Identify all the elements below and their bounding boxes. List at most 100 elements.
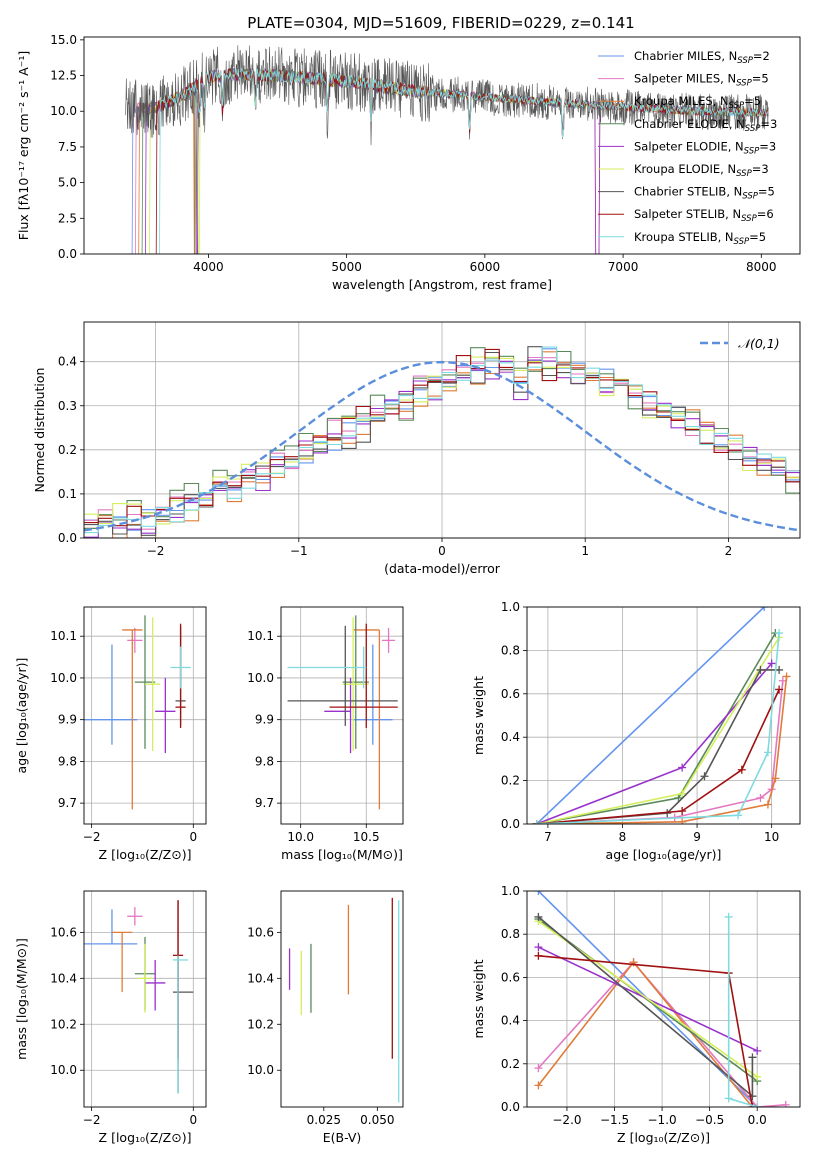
- y-tick-label: 0.6: [501, 687, 520, 701]
- y-tick-label: 10.6: [247, 925, 274, 939]
- y-axis-label: Normed distribution: [32, 368, 47, 493]
- errorbar-point-5: [155, 677, 176, 754]
- legend-label: Salpeter STELIB, NSSP=6: [634, 207, 774, 224]
- axes-frame: [83, 890, 207, 1108]
- errorbar-point-7: [172, 900, 194, 1094]
- mass-weight-marker: [748, 1103, 757, 1107]
- x-tick-label: −1: [290, 544, 308, 558]
- legend-label-text: Chabrier ELODIE, N: [634, 117, 745, 131]
- legend-label: Kroupa STELIB, NSSP=5: [634, 230, 766, 247]
- y-tick-label: 9.9: [255, 713, 274, 727]
- x-tick-label: 0.050: [360, 1113, 394, 1127]
- y-tick-label: 10.4: [50, 971, 77, 985]
- errorbar-point-2: [382, 627, 396, 653]
- x-tick-label: 2: [725, 544, 733, 558]
- y-tick-label: 9.7: [58, 796, 77, 810]
- x-tick-label: −1.5: [600, 1113, 629, 1127]
- y-tick-label: 15.0: [50, 33, 77, 47]
- mass-weight-line-7: [537, 916, 754, 1098]
- mass-vs-metallicity-panel: −2 0 10.0 10.2 10.4 10.6 Z [log₁₀(Z/Z⊙)] mass […: [14, 890, 207, 1145]
- errorbar-point-9: [287, 646, 367, 689]
- mass-weight-marker: [737, 765, 746, 774]
- x-axis-label: (data-model)/error: [384, 561, 501, 576]
- legend-label-text: Salpeter STELIB, N: [634, 207, 741, 221]
- x-tick-label: 7: [544, 830, 552, 844]
- histogram-4: [84, 347, 800, 529]
- mass-weight-line-7: [536, 669, 780, 824]
- errorbar-point-3: [122, 629, 143, 810]
- x-tick-label: 0: [189, 1113, 197, 1127]
- mass-weight-marker: [753, 1103, 762, 1107]
- legend-label: Salpeter ELODIE, NSSP=3: [634, 139, 776, 156]
- mass-weight-marker: [534, 1081, 543, 1090]
- errorbar-point-1: [353, 644, 393, 745]
- x-tick-label: 10: [764, 830, 779, 844]
- legend-label-sub: SSP: [736, 79, 752, 89]
- errorbar-point-2: [127, 627, 143, 653]
- age-vs-metallicity-panel: −2 0 9.7 9.8 9.9 10.0 10.1 Z [log₁₀(Z/Z⊙)] age […: [14, 606, 207, 862]
- legend-label-sub: SSP: [729, 101, 745, 111]
- y-tick-label: 0.8: [501, 927, 520, 941]
- errorbar-point-9: [170, 646, 191, 689]
- y-tick-label: 10.0: [247, 671, 274, 685]
- legend-label-value: =3: [760, 117, 777, 131]
- legend-label: 𝒩(0,1): [738, 336, 780, 351]
- mass-weight-line-4: [537, 918, 758, 1082]
- y-tick-label: 10.2: [247, 1017, 274, 1031]
- x-tick-label: −1.0: [648, 1113, 677, 1127]
- mass-weight-marker: [674, 793, 683, 802]
- y-tick-label: 10.4: [247, 971, 274, 985]
- legend-label-text: Kroupa STELIB, N: [634, 230, 734, 244]
- legend-label: Kroupa MILES, NSSP=5: [634, 94, 761, 111]
- histogram-8: [84, 348, 800, 527]
- x-tick-label: 5000: [331, 260, 362, 274]
- legend-label-sub: SSP: [742, 192, 758, 202]
- mass-weight-marker: [775, 629, 784, 638]
- y-tick-label: 0.4: [501, 730, 520, 744]
- legend-label-text: Salpeter ELODIE, N: [634, 139, 744, 153]
- axes-frame: [83, 321, 801, 539]
- y-tick-label: 0.8: [501, 643, 520, 657]
- y-tick-label: 0.0: [58, 531, 77, 545]
- errorbar-point-5: [324, 677, 352, 754]
- spectrum-line-9: [125, 67, 769, 254]
- normal-reference-curve: [84, 360, 800, 532]
- errorbar-point-8: [329, 623, 398, 729]
- mass-weight-marker: [534, 891, 543, 895]
- x-tick-label: 0: [189, 830, 197, 844]
- errorbar-point-6: [145, 617, 161, 751]
- errorbar-point-9: [172, 955, 189, 1094]
- errorbar-point-6: [137, 943, 153, 1013]
- y-tick-label: 1.0: [501, 884, 520, 898]
- y-tick-label: 1.0: [501, 600, 520, 614]
- mass-weight-line-6: [536, 636, 780, 824]
- mass-weight-marker: [753, 1046, 762, 1055]
- mass-weight-marker: [760, 607, 769, 611]
- y-tick-label: 10.0: [50, 104, 77, 118]
- mass-weight-vs-metallicity-panel: −2.0 −1.5 −1.0 −0.5 0.0 0.0 0.2 0.4 0.6 0.8 1.0 Z […: [471, 884, 801, 1145]
- axes-frame: [83, 606, 207, 825]
- mass-weight-marker: [724, 1094, 733, 1103]
- mass-weight-marker: [724, 912, 733, 921]
- y-tick-label: 0.6: [501, 970, 520, 984]
- y-tick-label: 0.1: [58, 487, 77, 501]
- axes-frame: [526, 606, 801, 825]
- y-tick-label: 9.8: [58, 754, 77, 768]
- axes-frame: [526, 890, 801, 1108]
- x-tick-label: 10.0: [287, 830, 314, 844]
- errorbar-point-4: [342, 615, 369, 749]
- residual-histogram-panel: −2 −1 0 1 2 0.0 0.1 0.2 0.3 0.4 (data-model)/error…: [32, 321, 801, 576]
- y-tick-label: 10.2: [50, 1017, 77, 1031]
- mass-weight-marker: [781, 1100, 790, 1107]
- y-tick-label: 0.0: [501, 817, 520, 831]
- y-axis-label: mass weight: [471, 676, 486, 755]
- mass-weight-line-2: [536, 680, 784, 824]
- y-tick-label: 10.1: [50, 629, 77, 643]
- y-tick-label: 10.6: [50, 925, 77, 939]
- age-vs-mass-panel: 10.0 10.5 9.7 9.8 9.9 10.0 10.1 mass [log₁₀(M/M…: [247, 606, 404, 862]
- x-tick-label: 9: [693, 830, 701, 844]
- y-tick-label: 0.2: [58, 443, 77, 457]
- y-tick-label: 0.2: [501, 774, 520, 788]
- errorbar-point-3: [111, 931, 133, 993]
